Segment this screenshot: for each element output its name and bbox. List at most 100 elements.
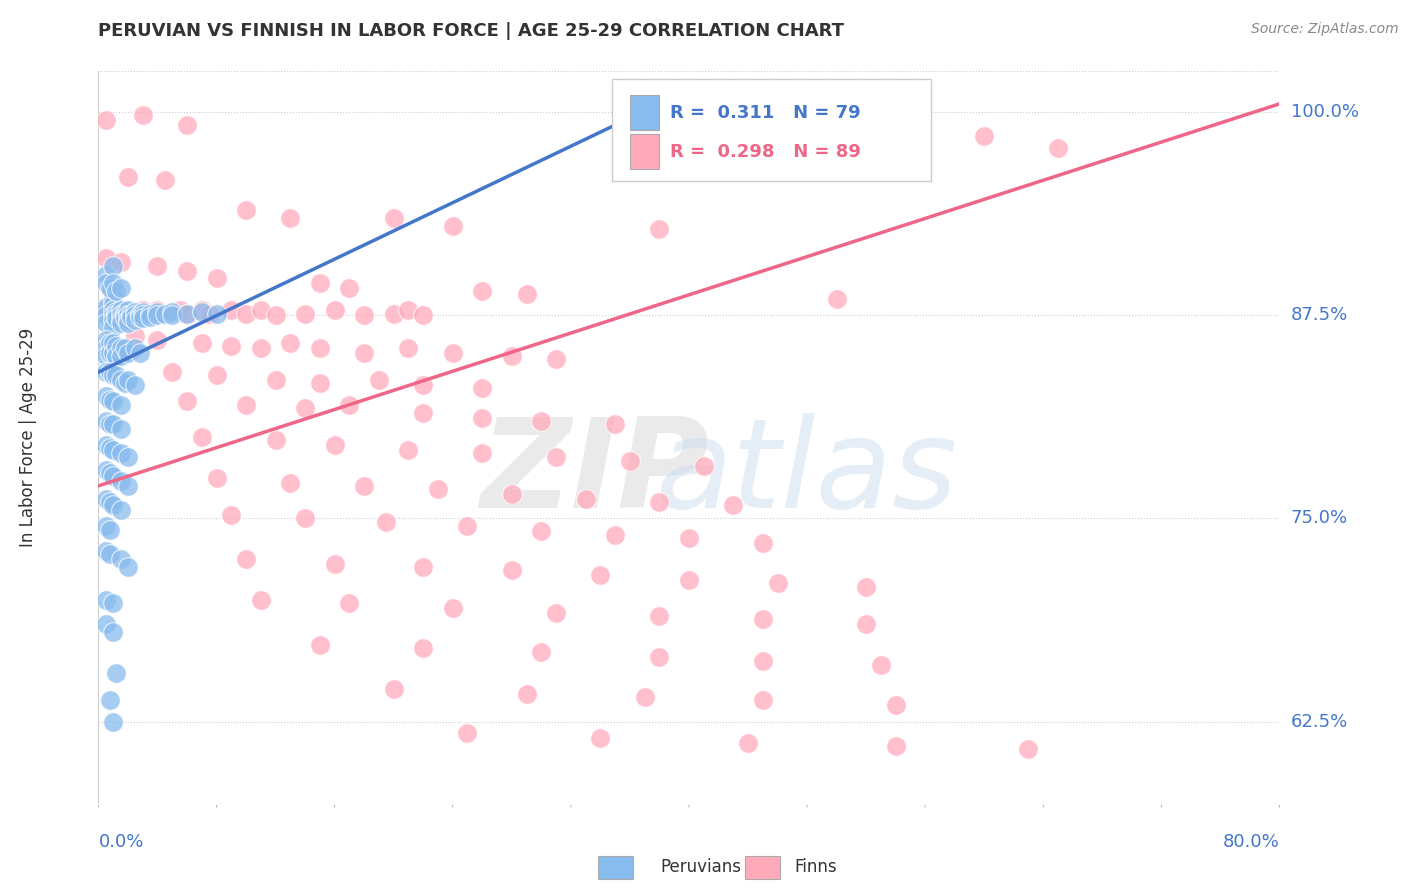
Point [678, 531, 700, 545]
Point [869, 657, 891, 672]
Point [98, 345, 121, 359]
Point [94, 365, 117, 379]
Point [278, 335, 302, 350]
Point [94, 544, 117, 558]
Point [605, 417, 627, 431]
Point [153, 173, 176, 187]
Point [94, 252, 117, 266]
Point [110, 280, 132, 294]
Point [264, 373, 287, 387]
Point [132, 108, 155, 122]
Point [103, 313, 125, 327]
Point [110, 308, 132, 322]
Point [153, 307, 176, 321]
Point [105, 665, 128, 680]
Point [94, 341, 117, 355]
Point [619, 454, 641, 468]
Point [117, 307, 139, 321]
Point [766, 576, 789, 591]
Point [117, 308, 139, 322]
Point [114, 305, 136, 319]
Point [94, 268, 117, 282]
Point [250, 592, 273, 607]
Point [117, 313, 139, 327]
Point [103, 303, 125, 318]
Point [530, 414, 553, 428]
Point [501, 349, 523, 363]
Point [633, 690, 655, 705]
Point [176, 307, 198, 321]
Point [103, 443, 125, 458]
Point [120, 307, 142, 321]
Point [441, 600, 464, 615]
Point [721, 499, 744, 513]
Point [117, 303, 139, 318]
Point [146, 308, 169, 322]
Point [751, 654, 773, 668]
Point [278, 211, 302, 225]
Point [124, 329, 146, 343]
Point [427, 482, 450, 496]
Point [884, 698, 907, 713]
Point [825, 292, 848, 306]
Point [751, 693, 773, 707]
Point [94, 308, 117, 322]
Point [94, 300, 117, 314]
Point [368, 373, 391, 387]
Text: 80.0%: 80.0% [1223, 833, 1279, 851]
Point [337, 398, 360, 412]
Point [441, 219, 464, 233]
Point [94, 617, 117, 632]
Point [110, 303, 132, 318]
Point [98, 495, 121, 509]
Point [412, 406, 434, 420]
Point [396, 341, 419, 355]
Point [162, 305, 183, 319]
Point [294, 511, 316, 525]
Point [98, 335, 121, 350]
Point [98, 307, 121, 321]
Point [124, 341, 146, 355]
Point [396, 303, 419, 318]
Point [751, 612, 773, 626]
Point [456, 519, 478, 533]
Point [309, 276, 332, 290]
Point [544, 450, 567, 464]
Point [219, 508, 242, 522]
Point [337, 596, 360, 610]
Point [110, 503, 132, 517]
Point [693, 459, 716, 474]
Point [235, 307, 257, 321]
Point [124, 308, 146, 322]
Point [110, 349, 132, 363]
Point [98, 417, 121, 431]
Point [146, 305, 169, 319]
Text: PERUVIAN VS FINNISH IN LABOR FORCE | AGE 25-29 CORRELATION CHART: PERUVIAN VS FINNISH IN LABOR FORCE | AGE… [98, 22, 845, 40]
Point [146, 333, 169, 347]
Text: In Labor Force | Age 25-29: In Labor Force | Age 25-29 [18, 327, 37, 547]
Point [456, 726, 478, 740]
Point [117, 345, 139, 359]
Point [94, 462, 117, 476]
Point [132, 311, 155, 326]
Point [105, 349, 128, 363]
Point [128, 307, 150, 321]
Point [94, 592, 117, 607]
Point [589, 568, 612, 582]
Point [205, 368, 228, 383]
Point [678, 573, 700, 587]
Point [737, 736, 759, 750]
Point [412, 560, 434, 574]
Point [103, 335, 125, 350]
Point [589, 731, 612, 745]
Point [751, 535, 773, 549]
Point [471, 284, 494, 298]
Point [176, 394, 198, 409]
Point [94, 438, 117, 452]
Point [191, 303, 214, 318]
Point [103, 308, 125, 322]
Point [124, 305, 146, 319]
Point [103, 319, 125, 334]
Point [105, 305, 128, 319]
Point [103, 596, 125, 610]
